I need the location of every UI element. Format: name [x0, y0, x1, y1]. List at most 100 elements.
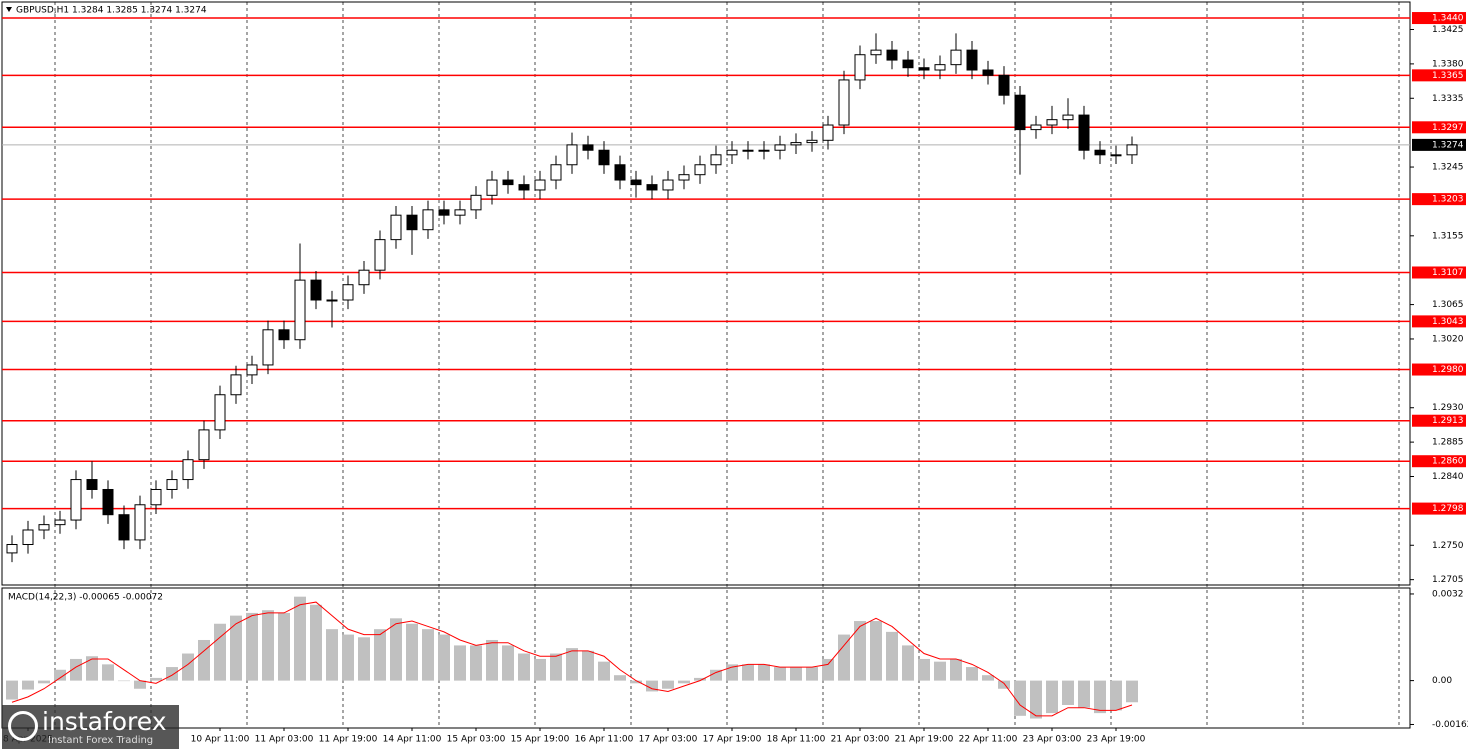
candle-body [38, 524, 50, 531]
macd-y-tick-label: 0.0032 [1432, 589, 1464, 599]
candle-body [182, 459, 194, 481]
candle-body [486, 179, 498, 196]
macd-bar [1078, 680, 1090, 708]
macd-bar [310, 604, 322, 681]
macd-bar [22, 680, 34, 690]
candle-body [1094, 149, 1106, 156]
macd-bar [1126, 680, 1138, 703]
x-tick-label: 18 Apr 11:00 [767, 735, 826, 745]
level-label-box [1412, 69, 1466, 82]
macd-bar [6, 680, 18, 700]
candle-body [1078, 114, 1090, 151]
level-label: 1.3365 [1432, 71, 1464, 81]
candle-body [294, 279, 306, 341]
candle-body [918, 67, 930, 71]
candle-body [1062, 114, 1074, 121]
y-tick-label: 1.3335 [1432, 94, 1464, 104]
macd-bar [438, 634, 450, 681]
candle-body [422, 209, 434, 231]
macd-bar [326, 629, 338, 681]
candle-body [854, 54, 866, 81]
macd-bar [854, 621, 866, 681]
macd-bar [694, 677, 706, 681]
macd-bar [102, 664, 114, 681]
x-tick-label: 17 Apr 03:00 [639, 735, 698, 745]
candle-body [230, 374, 242, 396]
level-label: 1.3440 [1432, 14, 1464, 24]
macd-bar [38, 680, 50, 684]
macd-bar [230, 615, 242, 681]
macd-bar [742, 664, 754, 681]
x-tick-label: 11 Apr 19:00 [319, 735, 378, 745]
macd-bar [614, 675, 626, 681]
candle-body [870, 49, 882, 56]
candle-body [790, 142, 802, 146]
y-tick-label: 1.3380 [1432, 59, 1464, 69]
candle-body [134, 504, 146, 541]
level-label: 1.2798 [1432, 504, 1464, 514]
macd-bar [214, 623, 226, 681]
candle-body [374, 239, 386, 271]
x-tick-label: 15 Apr 03:00 [447, 735, 506, 745]
candle-body [150, 488, 162, 506]
candle-body [22, 529, 34, 546]
candle-body [278, 329, 290, 341]
candle-body [310, 279, 322, 301]
candle-body [1014, 94, 1026, 131]
candle-body [678, 174, 690, 181]
macd-bar [534, 658, 546, 681]
macd-bar [166, 667, 178, 681]
macd-bar [470, 645, 482, 681]
level-label: 1.3043 [1432, 317, 1464, 327]
candle-body [742, 149, 754, 152]
macd-bar [582, 650, 594, 681]
x-tick-label: 23 Apr 03:00 [1023, 735, 1082, 745]
macd-bar [486, 639, 498, 681]
macd-bar [630, 680, 642, 684]
macd-signal-line [11, 601, 1133, 717]
macd-title: MACD(14,22,3) -0.00065 -0.00072 [8, 593, 163, 603]
y-tick-label: 1.3245 [1432, 163, 1464, 173]
macd-bar [758, 664, 770, 681]
macd-bar [886, 631, 898, 681]
candle-body [262, 329, 274, 366]
macd-bar [566, 648, 578, 681]
macd-bar [150, 677, 162, 681]
candle-body [998, 74, 1010, 96]
macd-bar [54, 669, 66, 681]
candle-body [966, 49, 978, 71]
candle-body [646, 184, 658, 191]
macd-bar [1046, 680, 1058, 714]
macd-frame [1, 587, 1411, 729]
macd-bar [838, 634, 850, 681]
level-label-box [1412, 193, 1466, 206]
y-tick-label: 1.2885 [1432, 438, 1464, 448]
macd-bar [822, 658, 834, 681]
level-label: 1.2913 [1432, 416, 1464, 426]
candle-body [438, 209, 450, 216]
macd-bar [902, 645, 914, 681]
candle-body [630, 179, 642, 186]
candle-body [454, 209, 466, 216]
candle-body [102, 488, 114, 516]
macd-bar [790, 667, 802, 681]
macd-bar [870, 621, 882, 681]
candle-body [982, 69, 994, 76]
macd-bar [774, 667, 786, 681]
candle-body [550, 164, 562, 181]
level-label: 1.3297 [1432, 123, 1464, 133]
candle-body [86, 479, 98, 490]
current-price-box [1412, 138, 1466, 151]
macd-bar [678, 680, 690, 684]
candle-body [54, 519, 66, 526]
candle-body [6, 544, 18, 554]
macd-bar [662, 680, 674, 689]
macd-bar [966, 667, 978, 681]
level-label: 1.2860 [1432, 457, 1464, 467]
level-label: 1.3107 [1432, 268, 1464, 278]
candle-body [470, 194, 482, 211]
x-tick-label: 16 Apr 11:00 [575, 735, 634, 745]
y-tick-label: 1.3020 [1432, 334, 1464, 344]
macd-bar [598, 661, 610, 681]
candle-body [694, 164, 706, 176]
